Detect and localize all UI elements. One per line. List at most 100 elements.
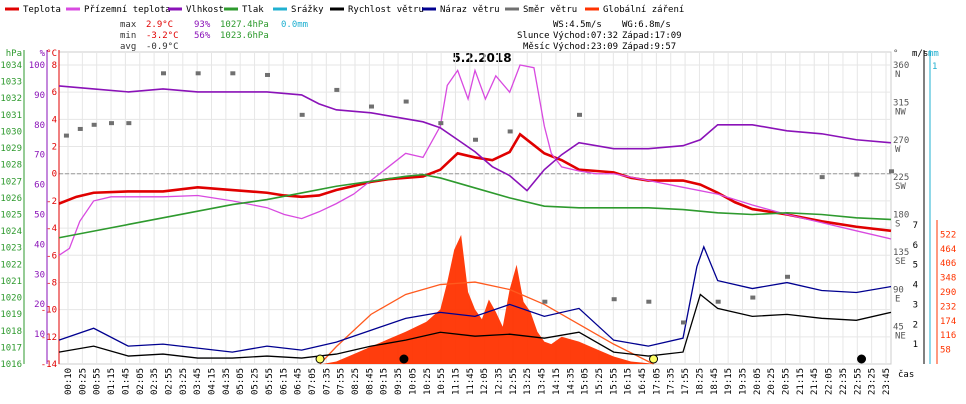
tick-label-time: 14:15 — [552, 368, 562, 395]
stats-block: max 2.9°C 93% 1027.4hPa 0.0mm min -3.2°C… — [120, 20, 308, 52]
tick-label-pct: 70 — [34, 151, 45, 161]
series-vlhkost — [58, 85, 892, 192]
tick-label-rad: 116 — [940, 331, 956, 341]
tick-label-temp: -6 — [46, 251, 57, 261]
legend-label: Vlhkost — [186, 5, 224, 15]
series-rychlost-větru — [58, 293, 892, 359]
tick-label-time: 00:10 — [64, 368, 74, 395]
tick-label-temp: 0 — [52, 170, 57, 180]
wind-direction-point — [473, 137, 478, 142]
tick-label-hpa: 1027 — [0, 177, 22, 187]
tick-label-temp: 8 — [52, 61, 57, 71]
tick-label-hpa: 1029 — [0, 144, 22, 154]
wind-direction-point — [63, 133, 69, 138]
tick-label-hpa: 1028 — [0, 161, 22, 171]
tick-label-hpa: 1030 — [0, 127, 22, 137]
tick-label-time: 00:25 — [78, 368, 88, 395]
tick-label-time: 21:15 — [796, 368, 806, 395]
tick-label-hpa: 1019 — [0, 310, 22, 320]
info-moon-set: Západ:9:57 — [622, 42, 676, 52]
tick-label-pct: 90 — [34, 91, 45, 101]
tick-label-time: 02:35 — [150, 368, 160, 395]
tick-label-time: 06:15 — [279, 368, 289, 395]
wind-direction-point — [854, 172, 860, 177]
tick-label-time: 19:35 — [738, 368, 748, 395]
wind-direction-point — [369, 104, 374, 109]
wind-direction-point — [715, 299, 721, 304]
tick-label-time: 13:25 — [523, 368, 533, 395]
tick-label-dir-compass: N — [895, 70, 900, 80]
axis-title-wind: m/s — [912, 49, 928, 59]
wind-direction-point — [91, 122, 97, 127]
tick-label-temp: 6 — [52, 88, 57, 98]
tick-label-time: 20:25 — [767, 368, 777, 395]
info-moon-rise: Východ:23:09 — [553, 42, 618, 52]
wind-direction-point — [126, 121, 132, 126]
tick-label-rad: 58 — [940, 346, 951, 356]
stat-max-hum: 93% — [194, 20, 211, 30]
tick-label-pct: 50 — [34, 211, 45, 221]
tick-label-time: 05:55 — [265, 368, 275, 395]
tick-label-pct: 100 — [29, 61, 45, 71]
tick-label-dir-compass: NE — [895, 332, 906, 342]
wind-direction-point — [889, 169, 894, 174]
tick-label-temp: -14 — [41, 360, 57, 370]
tick-label-dir: 315 — [893, 98, 909, 108]
tick-label-dir: 90 — [893, 285, 904, 295]
tick-label-hpa: 1026 — [0, 194, 22, 204]
tick-label-wind: 7 — [913, 221, 918, 231]
tick-label-time: 01:45 — [121, 368, 131, 395]
tick-label-pct: 10 — [34, 330, 45, 340]
wind-direction-point — [819, 175, 825, 180]
grid — [59, 52, 891, 364]
tick-label-temp: -2 — [46, 197, 57, 207]
tick-label-temp: 2 — [52, 143, 57, 153]
tick-label-time: 05:05 — [236, 368, 246, 395]
legend-label: Rychlost větru — [348, 5, 424, 15]
tick-label-rad: 348 — [940, 274, 956, 284]
info-ws: WS:4.5m/s — [553, 20, 602, 30]
legend-label: Teplota — [23, 5, 61, 15]
wind-direction-point — [646, 299, 652, 304]
tick-label-time: 09:15 — [380, 368, 390, 395]
legend-label: Přízemní teplota — [84, 5, 171, 15]
tick-label-pct: 20 — [34, 300, 45, 310]
tick-label-time: 02:55 — [164, 368, 174, 395]
tick-label-hpa: 1025 — [0, 211, 22, 221]
tick-label-rad: 522 — [940, 230, 956, 240]
tick-label-dir-compass: SE — [895, 257, 906, 267]
tick-label-time: 11:45 — [466, 368, 476, 395]
tick-label-hpa: 1016 — [0, 360, 22, 370]
series-tlak — [58, 173, 892, 239]
tick-label-time: 12:35 — [495, 368, 505, 395]
sunset-marker — [649, 354, 659, 364]
info-moon-label: Měsíc — [523, 42, 550, 52]
tick-label-time: 05:25 — [251, 368, 261, 395]
series-přízemní-teplota — [58, 64, 892, 256]
tick-label-time: 08:25 — [351, 368, 361, 395]
tick-label-time: 17:55 — [681, 368, 691, 395]
tick-label-wind: 6 — [913, 241, 918, 251]
axes: hPa1034103310321031103010291028102710261… — [0, 49, 956, 395]
tick-label-time: 22:05 — [825, 368, 835, 395]
stat-min-press: 1023.6hPa — [220, 31, 269, 41]
tick-label-time: 10:25 — [423, 368, 433, 395]
sunrise-marker — [315, 354, 325, 364]
tick-label-wind: 2 — [913, 320, 918, 330]
tick-label-time: 17:35 — [667, 368, 677, 395]
tick-label-time: 03:45 — [193, 368, 203, 395]
tick-label-dir-compass: SW — [895, 182, 906, 192]
tick-label-dir-compass: W — [895, 145, 901, 155]
tick-label-time: 02:05 — [136, 368, 146, 395]
tick-label-time: 18:45 — [710, 368, 720, 395]
tick-label-dir: 270 — [893, 136, 909, 146]
tick-label-dir-compass: E — [895, 294, 900, 304]
tick-label-time: 11:15 — [451, 368, 461, 395]
legend-label: Srážky — [291, 5, 324, 15]
wind-direction-point — [750, 295, 756, 300]
wind-direction-point — [334, 87, 340, 92]
tick-label-time: 04:35 — [222, 368, 232, 395]
stat-avg-label: avg — [120, 42, 136, 52]
